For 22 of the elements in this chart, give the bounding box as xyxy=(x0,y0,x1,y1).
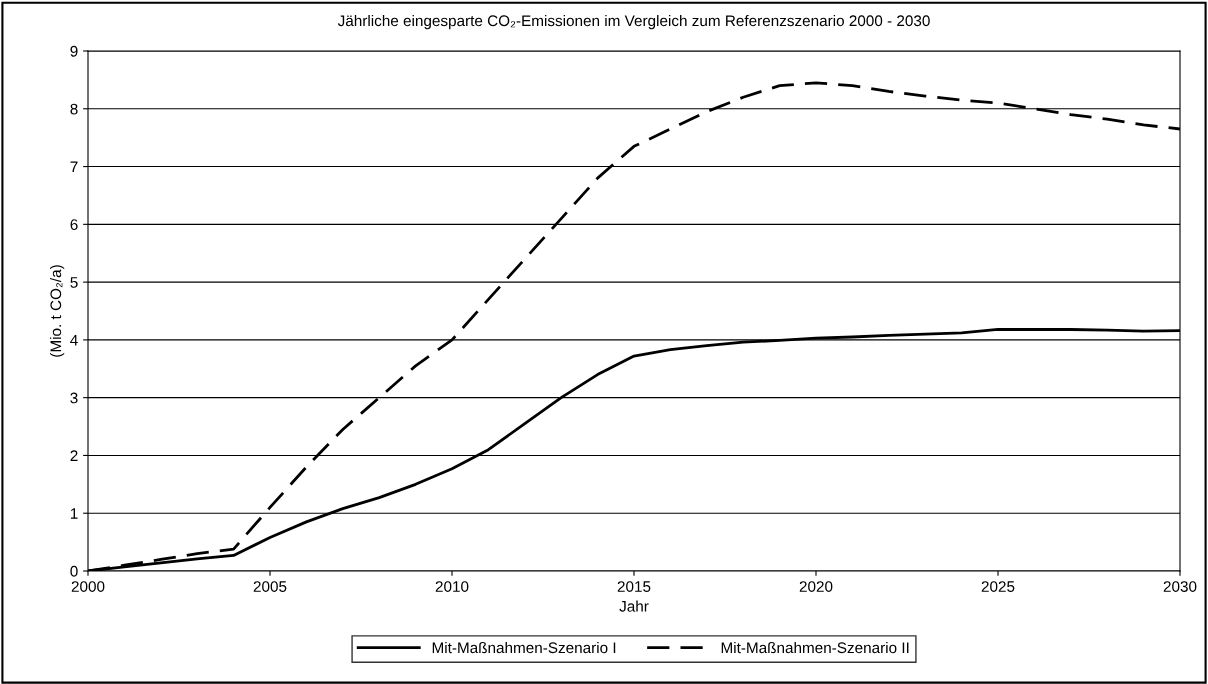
y-tick-label: 5 xyxy=(70,277,78,288)
x-tick-label: 2030 xyxy=(1163,581,1197,592)
y-tick-label: 8 xyxy=(70,103,78,115)
x-tick-label: 2015 xyxy=(617,581,651,592)
x-tick-label: 2000 xyxy=(71,581,105,592)
y-tick-label: 9 xyxy=(70,45,78,57)
x-tick-label: 2010 xyxy=(435,581,469,592)
x-tick-label: 2025 xyxy=(981,581,1015,592)
y-tick-label: 6 xyxy=(70,219,78,231)
y-tick-label: 2 xyxy=(70,450,78,461)
legend-label: Mit-Maßnahmen-Szenario II xyxy=(721,641,909,654)
chart-title: Jährliche eingesparte CO₂-Emissionen im Vergleich zum Referenzszenario 2000 - 2030 xyxy=(337,14,930,30)
legend-label: Mit-Maßnahmen-Szenario I xyxy=(432,641,616,654)
x-tick-label: 2005 xyxy=(253,581,287,592)
y-axis-title: (Mio. t CO₂/a) xyxy=(49,265,65,357)
y-tick-label: 4 xyxy=(70,334,78,346)
y-tick-label: 7 xyxy=(70,161,78,173)
y-tick-label: 1 xyxy=(70,508,78,519)
x-axis-title: Jahr xyxy=(619,600,649,612)
x-tick-label: 2020 xyxy=(799,581,833,592)
y-tick-label: 3 xyxy=(70,392,78,404)
y-tick-label: 0 xyxy=(70,565,78,577)
